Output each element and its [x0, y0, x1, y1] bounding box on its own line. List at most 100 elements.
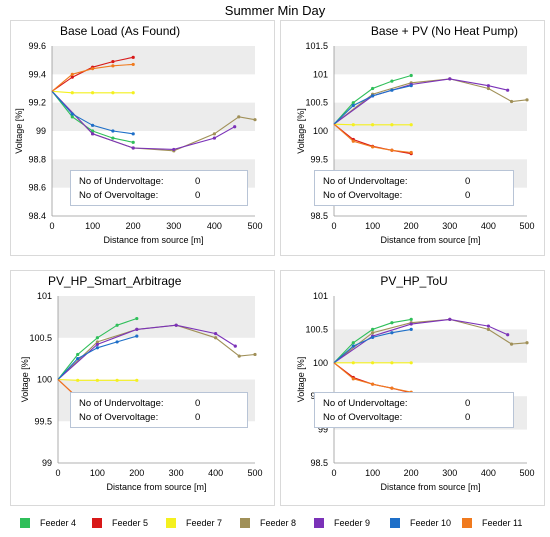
data-point: [111, 91, 115, 95]
data-point: [409, 317, 413, 321]
data-point: [131, 140, 135, 144]
x-axis-title: Distance from source [m]: [380, 235, 480, 245]
x-tick-label: 200: [404, 468, 419, 478]
data-point: [390, 123, 394, 127]
series-line: [51, 90, 235, 150]
figure-title: Summer Min Day: [224, 3, 326, 18]
data-point: [448, 317, 452, 321]
overvoltage-label: No of Overvoltage:: [323, 412, 403, 423]
data-point: [76, 352, 80, 357]
x-tick-label: 100: [90, 468, 105, 478]
y-tick-label: 98.5: [310, 458, 328, 468]
data-point: [131, 132, 135, 136]
legend-label: Feeder 5: [112, 518, 149, 528]
series-line: [57, 324, 236, 380]
y-tick-label: 100.5: [305, 324, 328, 334]
data-point: [214, 336, 218, 340]
data-point: [390, 386, 394, 390]
overvoltage-count: 0: [465, 412, 471, 423]
legend-label: Feeder 7: [186, 518, 223, 528]
chart-title: Base + PV (No Heat Pump): [371, 24, 518, 38]
chart-svg: Base + PV (No Heat Pump)98.59999.5100100…: [296, 24, 535, 245]
series-line: [333, 362, 412, 393]
overvoltage-label: No of Overvoltage:: [323, 190, 403, 201]
x-tick-label: 500: [247, 468, 262, 478]
data-point: [409, 361, 413, 365]
y-tick-label: 98.6: [28, 183, 46, 193]
undervoltage-label: No of Undervoltage:: [323, 398, 408, 409]
data-point: [486, 84, 490, 88]
data-point: [214, 331, 218, 336]
legend-label: Feeder 8: [260, 518, 297, 528]
series-feeder-4: [333, 317, 413, 364]
legend-item-feeder-11: Feeder 11: [462, 516, 522, 530]
legend-swatch: [390, 518, 400, 528]
grid-band: [52, 46, 255, 75]
data-point: [237, 354, 241, 358]
data-point: [115, 323, 119, 327]
undervoltage-count: 0: [465, 398, 471, 409]
legend-item-feeder-7: Feeder 7: [166, 516, 222, 530]
data-point: [351, 341, 355, 345]
data-point: [371, 331, 375, 335]
series-feeder-11: [333, 123, 413, 155]
y-axis-title: Voltage [%]: [296, 108, 306, 154]
data-point: [135, 378, 139, 382]
series-feeder-4: [57, 316, 139, 380]
series-line: [333, 362, 412, 394]
x-axis-title: Distance from source [m]: [380, 482, 480, 492]
overvoltage-count: 0: [195, 190, 201, 201]
series-feeder-4: [51, 90, 135, 144]
data-point: [351, 361, 355, 365]
chart-svg: Base Load (As Found) 98.4 98.6 98.8 99 99.2 99…: [14, 24, 263, 245]
data-point: [70, 75, 74, 79]
series-feeder-4: [333, 73, 413, 125]
undervoltage-count: 0: [195, 398, 201, 409]
data-point: [409, 84, 413, 88]
series-feeder-7: [334, 361, 413, 365]
chart-title: PV_HP_ToU: [380, 274, 447, 288]
data-point: [95, 378, 99, 382]
data-point: [131, 146, 135, 150]
x-tick-label: 400: [481, 468, 496, 478]
y-tick-label: 100: [313, 358, 328, 368]
data-point: [486, 327, 490, 331]
data-point: [111, 59, 115, 64]
violation-box: No of Undervoltage: 0 No of Overvoltage:…: [314, 170, 514, 206]
series-feeder-7: [333, 123, 413, 127]
x-tick-label: 300: [166, 221, 181, 231]
legend-item-feeder-4: Feeder 4: [20, 516, 76, 530]
data-point: [111, 136, 115, 140]
x-tick-label: 100: [365, 468, 380, 478]
data-point: [390, 88, 394, 92]
legend-label: Feeder 9: [334, 518, 371, 528]
data-point: [95, 340, 99, 344]
data-point: [390, 361, 394, 365]
data-point: [70, 91, 74, 95]
chart-title: Base Load (As Found): [60, 24, 180, 38]
x-tick-label: 400: [481, 221, 496, 231]
legend-swatch: [20, 518, 30, 528]
data-point: [371, 94, 375, 98]
grid-band: [334, 46, 527, 75]
legend-label: Feeder 10: [410, 518, 452, 528]
chart-svg: PV_HP_ToU98.59999.5100100.51010100200300…: [296, 274, 535, 492]
data-point: [70, 115, 74, 119]
undervoltage-count: 0: [195, 176, 201, 187]
data-point: [509, 342, 514, 346]
y-tick-label: 101: [37, 291, 52, 301]
data-point: [409, 150, 413, 155]
series-feeder-7: [57, 378, 139, 382]
data-point: [131, 91, 135, 95]
data-point: [135, 327, 139, 331]
series-feeder-10: [51, 90, 135, 136]
x-tick-label: 200: [404, 221, 419, 231]
data-point: [506, 333, 510, 337]
chart-legend: Feeder 4 Feeder 5 Feeder 7 Feeder 8 Feeder 9…: [0, 512, 550, 534]
y-tick-label: 101: [313, 69, 328, 79]
y-tick-label: 100: [37, 375, 52, 385]
data-point: [390, 331, 394, 335]
y-tick-label: 99.5: [310, 154, 328, 164]
data-point: [506, 88, 510, 92]
data-point: [351, 344, 355, 348]
